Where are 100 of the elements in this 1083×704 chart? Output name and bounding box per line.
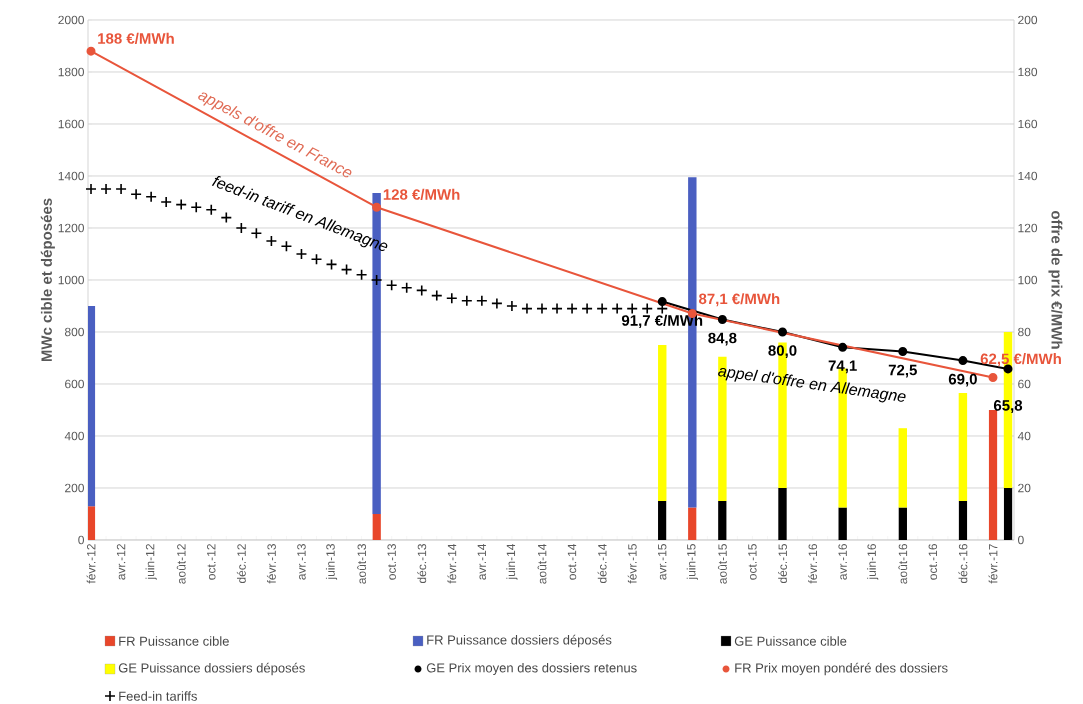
point <box>100 183 112 195</box>
bar <box>688 507 697 540</box>
y-tick-label: 800 <box>64 327 84 337</box>
x-tick-label: août-13 <box>357 544 367 584</box>
point <box>130 188 142 200</box>
x-tick-label: août-14 <box>537 543 547 584</box>
point <box>325 258 338 271</box>
x-tick-label: déc.-12 <box>236 544 246 584</box>
point <box>476 295 488 307</box>
x-tick-label: juin-12 <box>145 544 157 580</box>
point <box>205 203 218 216</box>
point <box>340 263 353 276</box>
point <box>596 302 608 315</box>
point <box>85 183 97 195</box>
y2-axis-title: offre de prix €/MWh <box>1048 210 1063 349</box>
y2-tick-label: 100 <box>1018 275 1038 285</box>
x-tick-label: févr.-16 <box>808 544 818 584</box>
point <box>491 297 503 310</box>
legend-label: Feed-in tariffs <box>119 691 197 701</box>
x-tick-label: févr.-17 <box>988 544 998 584</box>
x-tick-label: juin-15 <box>686 544 698 580</box>
point <box>175 198 188 211</box>
data-label: 69,0 <box>948 373 977 387</box>
x-tick-label: août-16 <box>898 544 908 584</box>
point <box>536 302 548 315</box>
bar <box>718 501 727 540</box>
point <box>415 284 428 297</box>
y2-tick-label: 160 <box>1018 119 1038 129</box>
y-tick-label: 600 <box>65 379 84 389</box>
y2-tick-label: 180 <box>1018 67 1038 77</box>
bar <box>898 428 907 508</box>
x-tick-label: déc.-16 <box>958 544 968 584</box>
point <box>160 196 172 208</box>
x-tick-label: août-15 <box>717 544 727 584</box>
y-tick-label: 2000 <box>58 15 84 25</box>
y-tick-label: 200 <box>65 483 84 493</box>
point <box>551 302 563 315</box>
bar <box>658 345 667 501</box>
y-tick-label: 0 <box>78 535 85 545</box>
bar <box>88 506 96 540</box>
point <box>235 222 248 234</box>
x-tick-label: déc.-15 <box>778 544 787 584</box>
x-tick-label: oct.-13 <box>387 544 396 580</box>
bar <box>372 514 381 540</box>
x-tick-label: oct.-15 <box>748 544 757 580</box>
legend-label: GE Puissance dossiers déposés <box>118 662 305 676</box>
legend-label: GE Puissance cible <box>734 636 847 646</box>
point <box>778 327 788 337</box>
x-tick-label: août-12 <box>176 544 186 584</box>
x-tick-label: juin-13 <box>325 544 338 580</box>
x-tick-label: avr.-13 <box>297 544 306 580</box>
point <box>372 202 382 212</box>
bar <box>838 507 847 540</box>
data-label: 128 €/MWh <box>383 188 460 200</box>
data-label: 72,5 <box>888 364 917 378</box>
point <box>86 46 96 56</box>
legend-label: FR Prix moyen pondéré des dossiers <box>735 662 948 676</box>
x-tick-label: juin-16 <box>867 544 879 580</box>
point <box>445 292 458 304</box>
x-tick-label: oct.-14 <box>567 543 577 580</box>
x-tick-label: avr.-12 <box>116 544 126 580</box>
point <box>521 302 533 315</box>
bar <box>898 507 907 540</box>
point <box>280 240 293 252</box>
point <box>295 248 308 260</box>
y-axis-title: MWc cible et déposées <box>40 198 55 362</box>
point <box>657 297 667 307</box>
y2-tick-label: 0 <box>1018 535 1024 545</box>
x-tick-label: oct.-12 <box>207 544 216 580</box>
x-tick-label: févr.-12 <box>86 544 96 584</box>
bar <box>1003 488 1013 540</box>
point <box>370 274 383 286</box>
point <box>898 347 908 356</box>
data-label: 87,1 €/MWh <box>698 293 780 307</box>
y2-tick-label: 120 <box>1018 223 1038 233</box>
point <box>611 302 623 315</box>
y-tick-label: 1600 <box>58 119 84 129</box>
point <box>566 302 578 315</box>
point <box>400 281 413 294</box>
point <box>265 235 278 247</box>
y-tick-label: 400 <box>64 431 84 441</box>
point <box>250 227 263 239</box>
point <box>190 201 203 213</box>
y-tick-label: 1400 <box>58 171 84 181</box>
point <box>355 268 368 281</box>
point <box>838 342 848 352</box>
point <box>988 372 998 382</box>
point <box>717 315 727 325</box>
x-tick-label: févr.-14 <box>447 543 457 584</box>
point <box>958 356 968 366</box>
x-tick-label: juin-14 <box>506 543 518 580</box>
point <box>461 295 473 307</box>
point <box>641 302 654 315</box>
bar <box>778 488 787 540</box>
y2-tick-label: 60 <box>1018 379 1031 389</box>
point <box>506 300 518 312</box>
bar <box>88 305 96 507</box>
x-tick-label: févr.-15 <box>627 544 637 584</box>
bar <box>958 501 968 540</box>
point <box>115 183 127 195</box>
